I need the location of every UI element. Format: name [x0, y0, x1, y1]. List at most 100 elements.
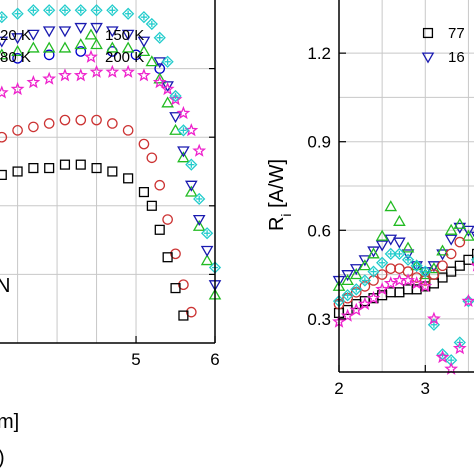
data-point	[341, 289, 354, 302]
series-200-k	[0, 64, 207, 157]
data-point	[106, 26, 119, 38]
series-red	[333, 236, 466, 310]
data-point	[463, 254, 474, 265]
data-point	[428, 269, 440, 280]
data-point	[384, 247, 397, 261]
data-point	[392, 273, 407, 287]
data-point	[28, 121, 39, 133]
data-point	[106, 41, 119, 53]
data-point	[89, 64, 104, 78]
legend-label: 16	[448, 49, 465, 66]
data-point	[161, 81, 174, 93]
data-point	[383, 276, 398, 290]
data-point	[184, 185, 198, 197]
data-point	[10, 81, 25, 96]
series-200-k	[332, 263, 474, 375]
legend-label: 200 K	[105, 49, 144, 66]
data-point	[193, 192, 206, 206]
data-point	[419, 265, 432, 278]
data-point	[342, 304, 353, 316]
legend-item: 80 K	[0, 49, 31, 66]
data-point	[341, 270, 354, 282]
legend: 20 K 150 K 80 K 200 K	[0, 27, 144, 66]
y-axis-title-sub: i	[278, 213, 294, 216]
data-point	[393, 237, 406, 249]
legend-label: 20 K	[0, 27, 31, 44]
data-point	[58, 41, 72, 53]
data-point	[145, 55, 159, 67]
data-point	[0, 131, 8, 143]
data-point	[105, 64, 120, 78]
data-point	[121, 41, 135, 53]
data-point	[153, 31, 166, 44]
data-point	[75, 114, 87, 126]
legend-label: 150 K	[105, 27, 144, 44]
series-77-k	[333, 248, 474, 319]
legend-label: 80 K	[0, 49, 31, 66]
x-tick-label: 6	[210, 350, 219, 369]
data-point	[358, 259, 372, 271]
data-point	[184, 180, 198, 192]
data-point	[73, 68, 88, 82]
data-point	[452, 341, 467, 355]
data-point	[121, 29, 135, 41]
data-point	[59, 114, 71, 126]
data-point	[341, 273, 354, 286]
data-point	[178, 279, 189, 291]
data-point	[137, 11, 151, 24]
data-point	[471, 248, 474, 259]
data-point	[462, 225, 474, 237]
data-point	[43, 49, 55, 61]
data-point	[401, 249, 415, 261]
data-point	[461, 293, 474, 308]
data-point	[26, 75, 41, 89]
data-point	[427, 261, 441, 273]
data-point	[385, 287, 396, 298]
legend-item: 20 K	[0, 27, 31, 44]
data-point	[138, 138, 150, 150]
data-point	[90, 38, 103, 50]
data-point	[401, 241, 415, 253]
data-point	[146, 152, 158, 164]
data-point	[393, 214, 406, 226]
data-point	[367, 265, 380, 278]
data-point	[154, 179, 166, 191]
data-point	[462, 229, 474, 241]
data-point	[394, 263, 405, 274]
data-point	[160, 81, 175, 96]
data-point	[170, 248, 181, 260]
data-point	[375, 240, 389, 252]
data-point	[137, 36, 151, 48]
data-point	[446, 266, 457, 277]
data-point	[12, 125, 23, 136]
series-green	[332, 200, 474, 291]
data-point	[366, 290, 381, 305]
data-point	[107, 166, 118, 177]
data-point	[376, 256, 389, 269]
data-point	[145, 17, 158, 31]
data-point	[176, 105, 191, 120]
left-panel: 5 6 20 K 150 K 80 K 200 K Nm])	[0, 0, 222, 469]
legend-item: 16	[421, 49, 465, 66]
data-point	[137, 68, 151, 82]
legend-item: 150 K	[84, 27, 144, 44]
data-point	[410, 259, 423, 271]
data-point	[445, 248, 457, 260]
data-point	[0, 169, 7, 180]
data-point	[409, 276, 424, 290]
y-tick-label: 1.2	[307, 44, 331, 63]
data-point	[59, 159, 71, 170]
data-point	[75, 159, 86, 170]
data-point	[444, 234, 458, 246]
data-point	[427, 311, 441, 325]
x-axis-title: m]	[0, 411, 19, 433]
data-point	[154, 224, 165, 235]
y-tick-label: 0.3	[307, 310, 331, 329]
data-point	[177, 146, 190, 158]
data-point	[200, 245, 214, 257]
y-tick-label: 0.9	[307, 133, 331, 152]
data-point	[375, 282, 390, 296]
panel-label: )	[0, 447, 5, 469]
